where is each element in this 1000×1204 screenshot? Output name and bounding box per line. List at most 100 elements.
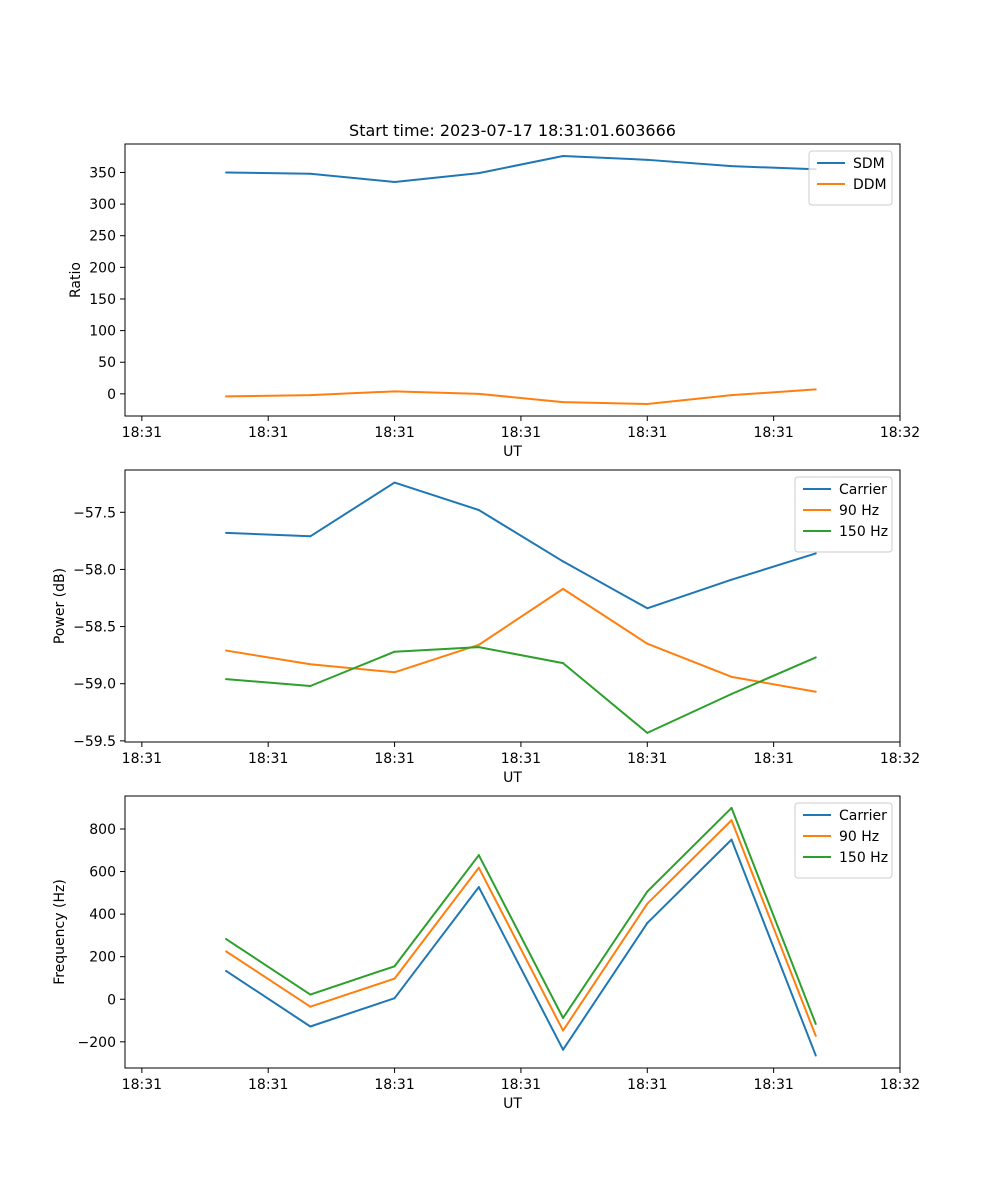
- y-axis-label: Power (dB): [52, 568, 68, 644]
- data-point: [730, 838, 733, 841]
- y-tick-label: 0: [107, 387, 116, 403]
- data-point: [646, 922, 649, 925]
- data-point: [730, 165, 733, 168]
- x-tick-label: 18:31: [374, 751, 414, 767]
- y-tick-label: 350: [89, 165, 116, 181]
- data-point: [646, 158, 649, 161]
- y-tick-label: −58.0: [73, 562, 116, 578]
- data-point: [477, 172, 480, 175]
- data-point: [393, 671, 396, 674]
- x-tick-label: 18:32: [880, 425, 920, 441]
- data-point: [309, 1025, 312, 1028]
- subplot-1: 18:31 18:31 18:31 18:31 18:31 18:31 18:32 0 50 10…: [68, 121, 920, 460]
- data-point: [393, 650, 396, 653]
- x-tick-label: 18:31: [627, 425, 667, 441]
- data-point: [477, 646, 480, 649]
- data-point: [225, 950, 228, 953]
- y-axis-label: Ratio: [68, 262, 84, 298]
- x-tick-label: 18:31: [374, 425, 414, 441]
- data-point: [730, 806, 733, 809]
- y-tick-label: −59.5: [73, 734, 116, 750]
- data-point: [730, 693, 733, 695]
- y-tick-label: 800: [89, 822, 116, 838]
- y-tick-label: 200: [89, 950, 116, 966]
- data-point: [646, 890, 649, 893]
- data-point: [814, 1054, 817, 1057]
- series-line-sdm: [226, 155, 816, 183]
- data-point: [814, 1034, 817, 1037]
- data-point: [814, 656, 817, 659]
- data-point: [814, 1022, 817, 1025]
- data-point: [646, 902, 649, 905]
- series-line-ddm: [226, 388, 816, 405]
- data-point: [562, 560, 565, 563]
- subplot-2: 18:31 18:31 18:31 18:31 18:31 18:31 18:32 −57.5…: [52, 469, 920, 786]
- data-point: [393, 997, 396, 1000]
- data-point: [814, 388, 817, 391]
- legend-label: 90 Hz: [839, 503, 879, 519]
- legend-box: [808, 150, 893, 206]
- data-point: [730, 819, 733, 822]
- data-point: [646, 731, 649, 734]
- x-tick-label: 18:31: [753, 751, 793, 767]
- y-tick-label: 400: [89, 907, 116, 923]
- legend-label: Carrier: [839, 482, 887, 498]
- x-tick-label: 18:31: [501, 751, 541, 767]
- y-tick-label: −57.5: [73, 505, 116, 521]
- data-point: [562, 155, 565, 158]
- data-point: [730, 675, 733, 678]
- data-point: [562, 401, 565, 404]
- x-tick-label: 18:31: [248, 1077, 288, 1093]
- data-point: [814, 552, 817, 555]
- data-point: [562, 662, 565, 665]
- chart-title: Start time: 2023-07-17 18:31:01.603666: [349, 121, 676, 140]
- legend-label: Carrier: [839, 808, 887, 824]
- data-point: [646, 607, 649, 610]
- legend-label: 150 Hz: [839, 850, 888, 866]
- x-axis-label: UT: [503, 444, 522, 460]
- data-point: [309, 993, 312, 996]
- x-axis-label: UT: [503, 1096, 522, 1112]
- data-point: [225, 678, 228, 681]
- y-tick-label: −59.0: [73, 677, 116, 693]
- x-axis-label: UT: [503, 770, 522, 786]
- series-line-150-hz: [225, 806, 817, 1025]
- axes-frame: [124, 469, 901, 743]
- data-point: [646, 642, 649, 645]
- data-point: [393, 965, 396, 968]
- data-point: [814, 690, 817, 693]
- data-point: [393, 481, 396, 484]
- data-point: [393, 390, 396, 393]
- subplot-3: 18:31 18:31 18:31 18:31 18:31 18:31 18:32 −200 0…: [52, 795, 920, 1112]
- x-tick-label: 18:31: [753, 1077, 793, 1093]
- data-point: [309, 663, 312, 666]
- x-tick-label: 18:31: [753, 425, 793, 441]
- series-line-90-hz: [225, 587, 816, 693]
- data-point: [730, 394, 733, 397]
- data-point: [393, 977, 396, 980]
- y-tick-label: 150: [89, 292, 116, 308]
- series-line-90-hz: [225, 819, 817, 1037]
- axes-frame: [124, 795, 901, 1069]
- legend-box: [794, 476, 893, 553]
- x-tick-label: 18:32: [880, 751, 920, 767]
- y-tick-label: 0: [107, 992, 116, 1008]
- legend-label: SDM: [853, 156, 885, 172]
- x-tick-label: 18:31: [501, 425, 541, 441]
- data-point: [730, 578, 733, 581]
- x-tick-label: 18:31: [248, 425, 288, 441]
- x-tick-label: 18:31: [248, 751, 288, 767]
- y-axis-label: Frequency (Hz): [52, 879, 68, 985]
- data-point: [309, 172, 312, 175]
- y-tick-label: 50: [98, 355, 116, 371]
- data-point: [225, 649, 228, 652]
- x-tick-label: 18:31: [122, 751, 162, 767]
- data-point: [477, 509, 480, 511]
- data-point: [477, 854, 480, 857]
- data-point: [225, 969, 228, 972]
- x-tick-label: 18:31: [122, 425, 162, 441]
- data-point: [309, 535, 312, 538]
- series-line-carrier: [226, 481, 817, 610]
- data-point: [562, 1029, 565, 1032]
- legend-label: DDM: [853, 177, 887, 193]
